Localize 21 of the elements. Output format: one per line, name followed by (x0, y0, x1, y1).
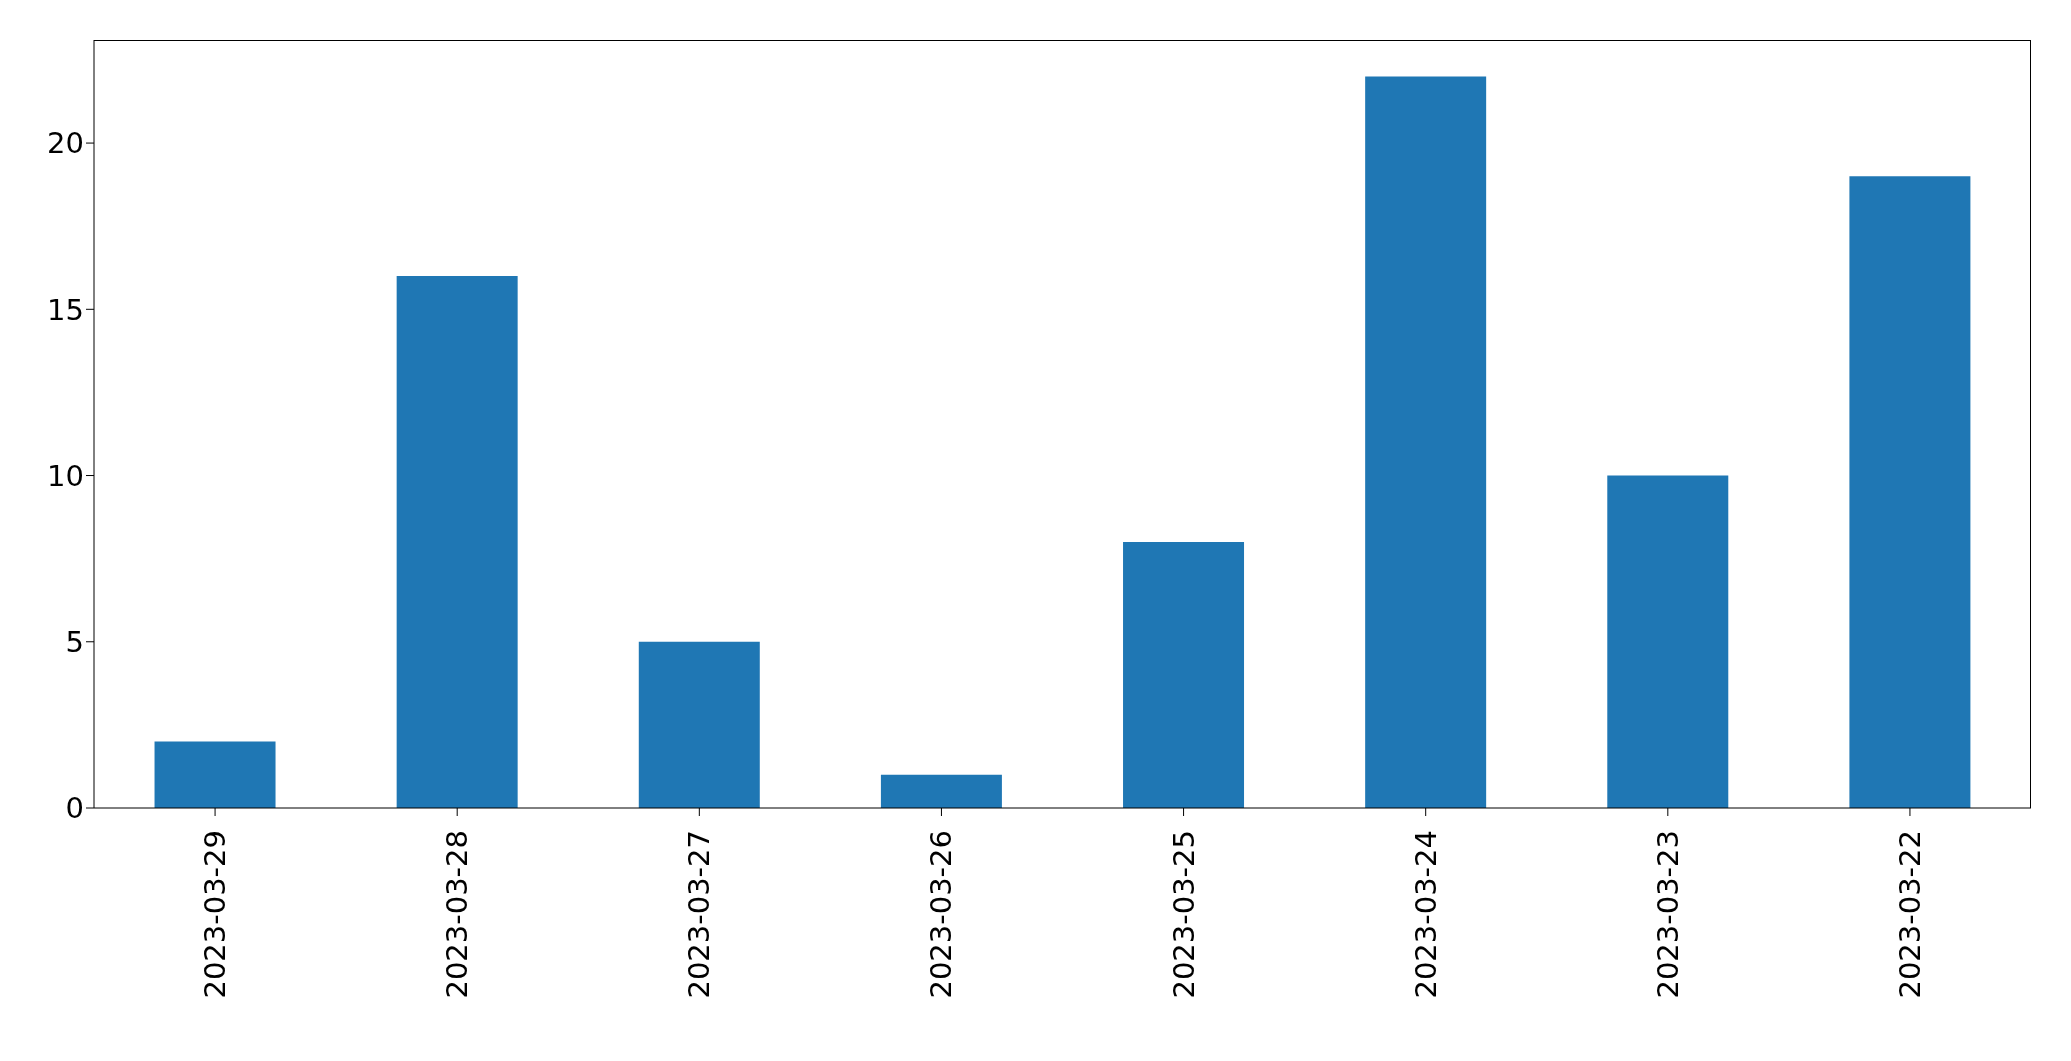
y-tick-label: 20 (47, 126, 84, 161)
y-tick-label: 5 (65, 625, 84, 660)
x-tick-label: 2023-03-27 (682, 830, 717, 999)
x-tick-label: 2023-03-22 (1892, 830, 1927, 999)
y-tick-label: 0 (65, 791, 84, 826)
y-tick-label: 10 (47, 458, 84, 493)
x-tick-label: 2023-03-23 (1650, 830, 1685, 999)
bar (638, 641, 760, 808)
bar (1607, 475, 1729, 808)
y-tick-label: 15 (47, 292, 84, 327)
bar (1123, 542, 1245, 808)
bar (1365, 76, 1487, 808)
x-tick-label: 2023-03-29 (198, 830, 233, 999)
x-tick-label: 2023-03-28 (440, 830, 475, 999)
bar (880, 774, 1002, 808)
x-tick-label: 2023-03-26 (924, 830, 959, 999)
bar (154, 741, 276, 808)
bar (396, 276, 518, 808)
x-tick-label: 2023-03-24 (1408, 830, 1443, 999)
bar (1849, 176, 1971, 808)
x-tick-label: 2023-03-25 (1166, 830, 1201, 999)
